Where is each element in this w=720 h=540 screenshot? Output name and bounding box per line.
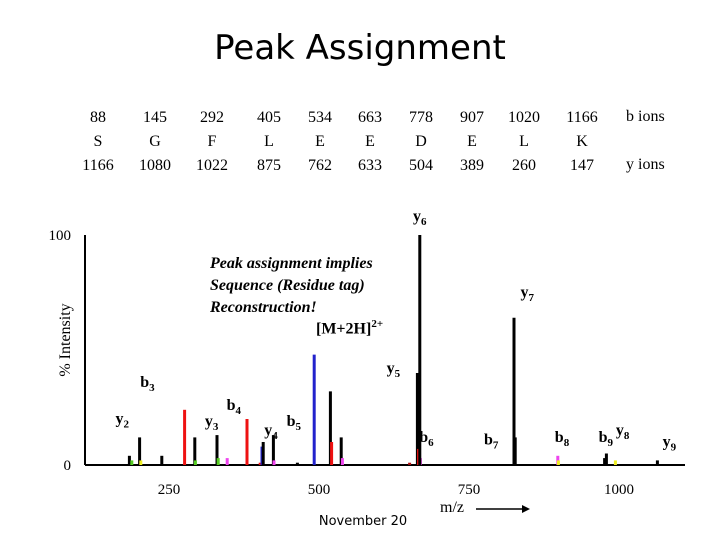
y-axis-label: % Intensity xyxy=(57,303,74,376)
peak-assignment-annotation: Peak assignment implies Sequence (Residu… xyxy=(210,253,410,319)
y-ions-label: y ions xyxy=(626,156,665,173)
precursor-ion-label: [M+2H]2+ xyxy=(316,318,383,338)
y-tick-label: 0 xyxy=(64,458,72,474)
ion-label-b9: b9 xyxy=(599,429,614,449)
ion-label-b5: b5 xyxy=(287,413,302,433)
ion-label-y8: y8 xyxy=(616,422,630,442)
residue-5: E xyxy=(365,133,375,150)
ion-label-b3: b3 xyxy=(140,374,155,394)
residue-4: E xyxy=(315,133,325,150)
annotation-line: Sequence (Residue tag) xyxy=(210,277,365,294)
y-mass-3: 875 xyxy=(257,157,281,174)
b-mass-9: 1166 xyxy=(566,109,598,126)
b-mass-3: 405 xyxy=(257,109,281,126)
ion-label-y2: y2 xyxy=(115,411,129,431)
x-axis-arrowhead xyxy=(522,505,530,513)
ion-label-y4: y4 xyxy=(264,422,278,442)
precursor-ion-text: [M+2H] xyxy=(316,320,372,338)
x-tick-label: 250 xyxy=(158,482,181,498)
b-mass-7: 907 xyxy=(460,109,484,126)
y-mass-9: 147 xyxy=(570,157,594,174)
x-tick-label: 750 xyxy=(458,482,481,498)
b-mass-1: 145 xyxy=(143,109,167,126)
y-tick-label: 100 xyxy=(49,228,72,244)
ion-label-y3: y3 xyxy=(205,413,219,433)
y-mass-5: 633 xyxy=(358,157,382,174)
ion-label-y7: y7 xyxy=(520,284,534,304)
y-mass-2: 1022 xyxy=(196,157,228,174)
y-mass-6: 504 xyxy=(409,157,433,174)
b-mass-0: 88 xyxy=(90,109,106,126)
y-mass-8: 260 xyxy=(512,157,536,174)
footer-date: November 20 xyxy=(318,514,408,529)
b-mass-6: 778 xyxy=(409,109,433,126)
annotation-line: Reconstruction! xyxy=(210,299,317,316)
b-mass-2: 292 xyxy=(200,109,224,126)
y-mass-4: 762 xyxy=(308,157,332,174)
b-mass-8: 1020 xyxy=(508,109,540,126)
page-title: Peak Assignment xyxy=(214,28,506,68)
residue-2: F xyxy=(207,133,217,150)
residue-7: E xyxy=(467,133,477,150)
residue-9: K xyxy=(576,133,588,150)
annotation-line: Peak assignment implies xyxy=(210,255,373,272)
residue-8: L xyxy=(519,133,529,150)
x-axis-label: m/z xyxy=(440,499,464,516)
ion-label-b6: b6 xyxy=(419,429,434,449)
ion-label-b7: b7 xyxy=(484,431,499,451)
b-mass-4: 534 xyxy=(308,109,332,126)
ion-label-y5: y5 xyxy=(387,360,401,380)
x-tick-label: 1000 xyxy=(604,482,634,498)
y-mass-1: 1080 xyxy=(139,157,171,174)
ion-label-b4: b4 xyxy=(227,397,242,417)
ion-label-b8: b8 xyxy=(555,429,570,449)
residue-3: L xyxy=(264,133,274,150)
residue-0: S xyxy=(93,133,103,150)
precursor-charge: 2+ xyxy=(371,318,384,330)
ion-label-y9: y9 xyxy=(663,434,677,454)
x-tick-label: 500 xyxy=(308,482,331,498)
b-ions-label: b ions xyxy=(626,108,665,125)
residue-1: G xyxy=(149,133,161,150)
y-mass-7: 389 xyxy=(460,157,484,174)
ion-label-y6: y6 xyxy=(413,208,427,228)
b-mass-5: 663 xyxy=(358,109,382,126)
residue-6: D xyxy=(415,133,427,150)
y-mass-0: 1166 xyxy=(82,157,114,174)
